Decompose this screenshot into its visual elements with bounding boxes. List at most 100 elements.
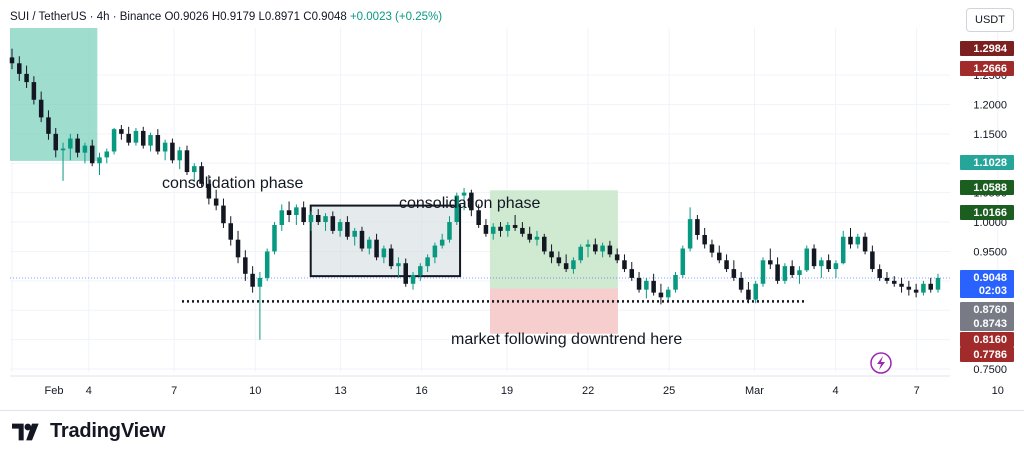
candle-body xyxy=(418,266,423,275)
candle-body xyxy=(571,260,576,270)
candle-body xyxy=(38,99,44,118)
candle-body xyxy=(862,236,868,252)
price-marker-tag xyxy=(960,180,1014,195)
candle-body xyxy=(884,277,890,281)
candle-body xyxy=(17,63,22,74)
candle-body xyxy=(97,157,102,164)
candle-body xyxy=(381,248,387,258)
ohlc-close: C0.9048 xyxy=(303,11,347,23)
candle-body xyxy=(192,166,197,173)
candle-body xyxy=(337,222,343,231)
candle-body xyxy=(323,216,328,223)
candle-body xyxy=(593,244,598,252)
long-profit-zone xyxy=(489,190,618,289)
lightning-icon xyxy=(877,356,885,370)
price-marker-label: 1.2984 xyxy=(973,43,1008,55)
candle-body xyxy=(9,57,15,64)
ohlc-low: L0.8971 xyxy=(258,11,301,23)
candle-body xyxy=(600,245,605,252)
x-tick-label: 22 xyxy=(582,385,594,397)
candle-body xyxy=(425,257,430,267)
brand-name: TradingView xyxy=(50,420,166,442)
candle-body xyxy=(782,266,788,281)
candle-body xyxy=(753,283,758,300)
candle-body xyxy=(162,142,168,152)
candle-body xyxy=(687,219,693,249)
candle-body xyxy=(695,219,700,235)
candle-body xyxy=(89,145,95,164)
price-marker-tag xyxy=(960,302,1014,317)
currency-button[interactable]: USDT xyxy=(966,8,1014,32)
candle-body xyxy=(272,224,277,252)
candle-body xyxy=(199,166,204,184)
candle-body xyxy=(315,214,321,223)
candle-body xyxy=(614,254,620,261)
candle-body xyxy=(53,133,59,151)
stop-loss-zone xyxy=(489,288,618,334)
candle-body xyxy=(374,239,379,258)
candle-body xyxy=(899,283,904,287)
price-marker-tag xyxy=(960,205,1014,220)
candle-body xyxy=(804,248,810,271)
consolidation-box xyxy=(309,204,462,278)
candle-body xyxy=(46,117,51,134)
candle-body xyxy=(119,129,124,134)
candle-body xyxy=(826,260,831,270)
ohlc-high: H0.9179 xyxy=(211,11,256,23)
price-marker-label: 1.0166 xyxy=(973,207,1007,219)
candle-body xyxy=(250,273,255,287)
annotation-label: market following downtrend here xyxy=(451,331,682,348)
candle-body xyxy=(483,224,489,234)
price-marker-tag xyxy=(960,155,1014,170)
candle-body xyxy=(155,135,161,152)
x-tick-label: 7 xyxy=(914,385,920,397)
candle-body xyxy=(658,292,664,298)
symbol-label: SUI / TetherUS · 4h · Binance xyxy=(10,11,162,23)
candle-body xyxy=(877,269,882,278)
candle-body xyxy=(935,277,941,290)
candle-body xyxy=(133,130,139,143)
candlestick-chart[interactable]: consolidation phase consolidation phase ma… xyxy=(0,0,1024,410)
candle-body xyxy=(403,263,408,284)
candle-body xyxy=(439,239,445,246)
candle-body xyxy=(520,227,525,234)
candle-body xyxy=(111,129,117,152)
price-marker-label: 0.8760 xyxy=(973,304,1007,316)
candle-body xyxy=(913,289,919,293)
candle-body xyxy=(148,135,153,146)
candle-body xyxy=(768,260,773,265)
y-tick-label: 0.7500 xyxy=(973,364,1007,376)
candle-body xyxy=(512,224,518,228)
candle-body xyxy=(636,277,642,290)
price-marker-label: 0.9048 xyxy=(973,272,1007,284)
candle-body xyxy=(891,280,897,284)
price-marker-tag xyxy=(960,332,1014,347)
candle-body xyxy=(542,236,547,252)
candle-body xyxy=(709,244,715,253)
candle-body xyxy=(673,274,678,290)
candle-body xyxy=(82,145,88,153)
candle-body xyxy=(724,260,729,270)
candle-body xyxy=(447,222,452,240)
candle-body xyxy=(257,277,263,287)
candle-body xyxy=(578,246,583,261)
candle-body xyxy=(534,236,540,240)
candle-body xyxy=(184,150,190,173)
brand-footer[interactable]: TradingView xyxy=(12,420,165,443)
x-tick-label: Feb xyxy=(45,385,64,397)
price-marker-label: 1.2666 xyxy=(973,63,1007,75)
tradingview-logo-icon xyxy=(12,423,39,440)
candle-body xyxy=(221,205,226,224)
x-tick-label: 25 xyxy=(663,385,675,397)
candle-body xyxy=(840,236,846,264)
chart-area[interactable]: consolidation phase consolidation phase ma… xyxy=(0,0,1024,410)
price-change: +0.0023 (+0.25%) xyxy=(349,11,443,23)
candle-body xyxy=(716,252,722,261)
candle-body xyxy=(855,236,861,245)
candle-body xyxy=(928,283,933,290)
candle-body xyxy=(461,192,467,196)
candle-body xyxy=(410,274,416,284)
candle-body xyxy=(775,264,780,281)
candle-body xyxy=(60,148,66,151)
annotation-label: consolidation phase xyxy=(162,175,304,192)
